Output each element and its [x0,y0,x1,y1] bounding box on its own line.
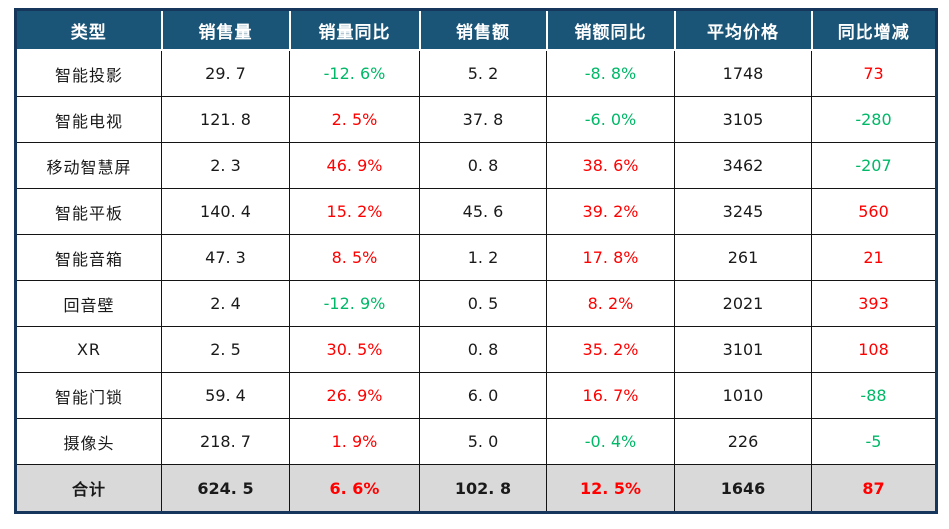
value-cell: 393 [811,280,937,327]
value-cell: 45. 6 [419,188,547,235]
value-cell: -88 [811,372,937,419]
value-cell: 261 [674,234,812,281]
value-cell: 624. 5 [161,464,290,513]
header-cell-amount-yoy: 销额同比 [545,8,676,51]
table-row: 智能门锁 59. 4 26. 9% 6. 0 16. 7% 1010 -88 [15,372,937,419]
value-cell: 46. 9% [289,142,420,189]
value-cell: 121. 8 [161,96,290,143]
value-cell: 2. 3 [161,142,290,189]
table-row: 智能音箱 47. 3 8. 5% 1. 2 17. 8% 261 21 [15,234,937,281]
row-label: 智能投影 [15,49,162,97]
value-cell: 218. 7 [161,418,290,465]
row-label: 智能平板 [15,188,162,235]
header-cell-sales-volume: 销售量 [160,8,291,51]
value-cell: 37. 8 [419,96,547,143]
value-cell: -12. 9% [289,280,420,327]
total-row-label: 合计 [15,464,162,513]
table-row: XR 2. 5 30. 5% 0. 8 35. 2% 3101 108 [15,326,937,373]
value-cell: -0. 4% [546,418,675,465]
header-row: 类型 销售量 销量同比 销售额 销额同比 平均价格 同比增减 [14,8,938,51]
value-cell: 47. 3 [161,234,290,281]
row-label: 回音壁 [15,280,162,327]
table-row: 智能电视 121. 8 2. 5% 37. 8 -6. 0% 3105 -280 [15,96,937,143]
table-row: 回音壁 2. 4 -12. 9% 0. 5 8. 2% 2021 393 [15,280,937,327]
value-cell: 87 [811,464,937,513]
value-cell: 17. 8% [546,234,675,281]
table-row: 智能投影 29. 7 -12. 6% 5. 2 -8. 8% 1748 73 [15,49,937,97]
value-cell: -8. 8% [546,49,675,97]
value-cell: 1. 9% [289,418,420,465]
value-cell: 3105 [674,96,812,143]
value-cell: 6. 0 [419,372,547,419]
value-cell: 5. 0 [419,418,547,465]
table-header: 类型 销售量 销量同比 销售额 销额同比 平均价格 同比增减 [14,8,938,51]
header-cell-type: 类型 [14,8,163,51]
value-cell: 0. 8 [419,142,547,189]
value-cell: -207 [811,142,937,189]
table-row: 摄像头 218. 7 1. 9% 5. 0 -0. 4% 226 -5 [15,418,937,465]
value-cell: 39. 2% [546,188,675,235]
value-cell: 1. 2 [419,234,547,281]
header-cell-average-price: 平均价格 [673,8,813,51]
value-cell: 102. 8 [419,464,547,513]
value-cell: -280 [811,96,937,143]
row-label: 摄像头 [15,418,162,465]
header-cell-sales-amount: 销售额 [418,8,548,51]
row-label: 智能音箱 [15,234,162,281]
value-cell: -12. 6% [289,49,420,97]
header-cell-yoy-change: 同比增减 [810,8,938,51]
value-cell: 38. 6% [546,142,675,189]
value-cell: 2. 5 [161,326,290,373]
value-cell: 73 [811,49,937,97]
table-row: 智能平板 140. 4 15. 2% 45. 6 39. 2% 3245 560 [15,188,937,235]
value-cell: 3462 [674,142,812,189]
row-label: 移动智慧屏 [15,142,162,189]
value-cell: 30. 5% [289,326,420,373]
table-body: 智能投影 29. 7 -12. 6% 5. 2 -8. 8% 1748 73 智能电视 121.… [15,49,937,513]
value-cell: 140. 4 [161,188,290,235]
value-cell: 0. 8 [419,326,547,373]
value-cell: 6. 6% [289,464,420,513]
value-cell: -6. 0% [546,96,675,143]
row-label: 智能电视 [15,96,162,143]
total-row: 合计 624. 5 6. 6% 102. 8 12. 5% 1646 87 [15,464,937,513]
value-cell: 2021 [674,280,812,327]
value-cell: 560 [811,188,937,235]
value-cell: 12. 5% [546,464,675,513]
row-label: 智能门锁 [15,372,162,419]
value-cell: 1646 [674,464,812,513]
value-cell: 2. 5% [289,96,420,143]
value-cell: 35. 2% [546,326,675,373]
table-row: 移动智慧屏 2. 3 46. 9% 0. 8 38. 6% 3462 -207 [15,142,937,189]
value-cell: 15. 2% [289,188,420,235]
value-cell: 1748 [674,49,812,97]
value-cell: 8. 2% [546,280,675,327]
value-cell: -5 [811,418,937,465]
value-cell: 2. 4 [161,280,290,327]
value-cell: 3101 [674,326,812,373]
value-cell: 16. 7% [546,372,675,419]
value-cell: 108 [811,326,937,373]
value-cell: 226 [674,418,812,465]
value-cell: 29. 7 [161,49,290,97]
value-cell: 1010 [674,372,812,419]
value-cell: 21 [811,234,937,281]
value-cell: 3245 [674,188,812,235]
value-cell: 8. 5% [289,234,420,281]
value-cell: 0. 5 [419,280,547,327]
row-label: XR [15,326,162,373]
value-cell: 26. 9% [289,372,420,419]
value-cell: 5. 2 [419,49,547,97]
header-cell-volume-yoy: 销量同比 [288,8,421,51]
value-cell: 59. 4 [161,372,290,419]
sales-data-table: 类型 销售量 销量同比 销售额 销额同比 平均价格 同比增减 智能投影 29. 7… [14,8,938,514]
